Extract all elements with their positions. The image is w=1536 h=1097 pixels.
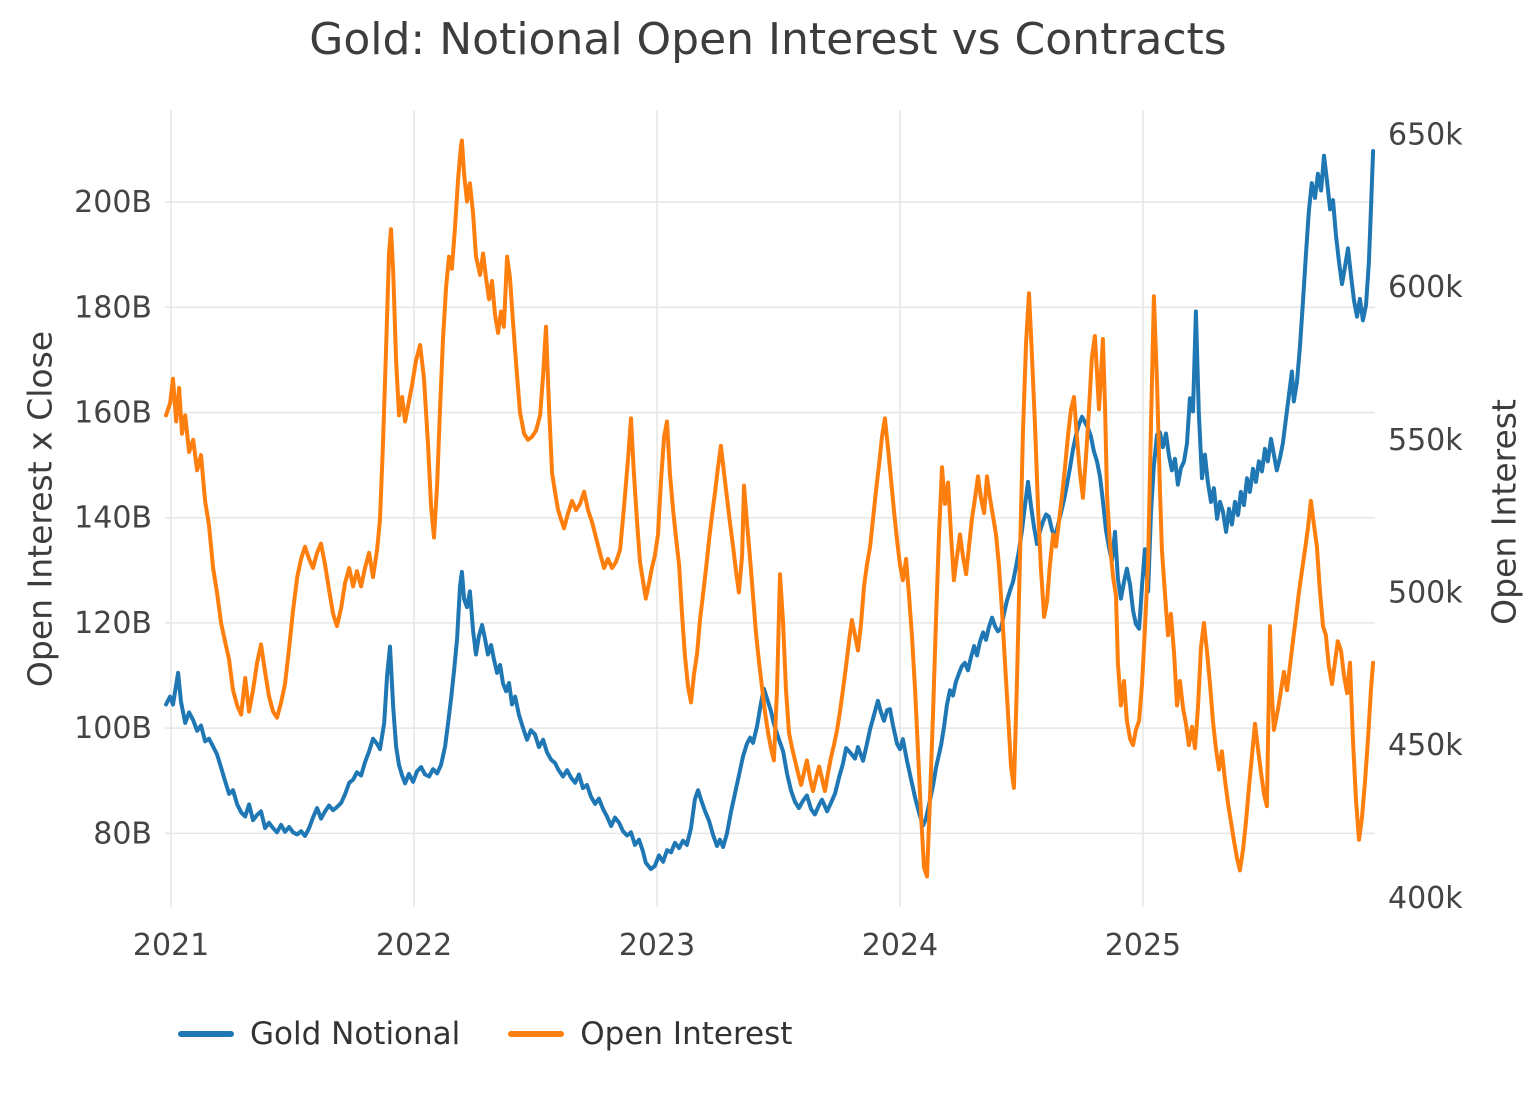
x-tick-label: 2021 (133, 928, 209, 963)
y-right-tick-label: 450k (1388, 728, 1463, 763)
y-left-axis-title: Open Interest x Close (20, 330, 60, 688)
y-right-tick-label: 550k (1388, 423, 1463, 458)
y-right-axis-title: Open Interest (1484, 399, 1524, 625)
y-left-tick-label: 100B (74, 711, 152, 746)
legend-item-open-interest: Open Interest (508, 1016, 792, 1052)
legend: Gold Notional Open Interest (178, 1016, 792, 1052)
x-tick-label: 2023 (619, 928, 695, 963)
legend-item-gold-notional: Gold Notional (178, 1016, 460, 1052)
y-left-tick-label: 200B (74, 185, 152, 220)
y-left-tick-label: 120B (74, 606, 152, 641)
y-right-tick-label: 500k (1388, 575, 1463, 610)
open-interest-line-swatch (508, 1031, 565, 1037)
y-left-tick-label: 140B (74, 501, 152, 536)
x-tick-label: 2024 (862, 928, 938, 963)
series-lines (164, 138, 1376, 879)
legend-label-gold-notional: Gold Notional (250, 1016, 461, 1052)
x-tick-label: 2022 (376, 928, 452, 963)
y-left-tick-label: 160B (74, 395, 152, 430)
chart-title: Gold: Notional Open Interest vs Contract… (309, 14, 1227, 65)
gold-notional-line-swatch (178, 1031, 234, 1037)
legend-label-open-interest: Open Interest (580, 1016, 793, 1052)
y-right-tick-label: 650k (1388, 117, 1463, 152)
gold-notional-line (164, 149, 1376, 872)
y-left-tick-label: 80B (93, 816, 152, 851)
gridlines (165, 110, 1375, 907)
y-right-tick-label: 400k (1388, 881, 1463, 916)
y-left-tick-label: 180B (74, 290, 152, 325)
y-right-tick-label: 600k (1388, 270, 1463, 305)
open-interest-line (164, 138, 1376, 879)
x-tick-label: 2025 (1105, 928, 1181, 963)
axis-tick-labels: 80B 100B 120B 140B 160B 180B 200B 400k 450k 500k 5… (74, 117, 1463, 963)
